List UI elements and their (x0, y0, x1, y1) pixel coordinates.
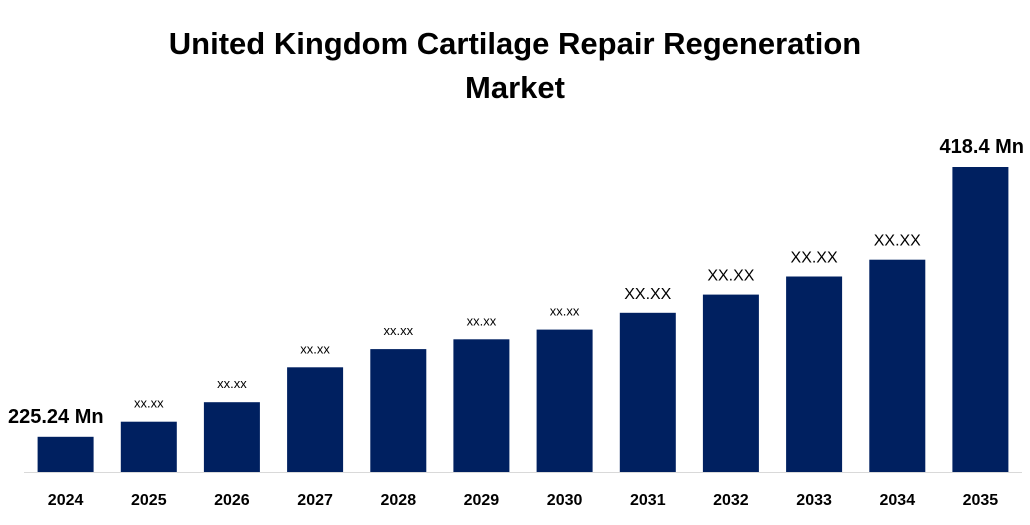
chart-title-line-1: United Kingdom Cartilage Repair Regenera… (168, 26, 862, 61)
bar-2026 (203, 402, 260, 472)
chart-title-line-2: Market (465, 70, 565, 105)
x-tick-label-2025: 2025 (131, 492, 167, 509)
data-label-2027: xx.xx (300, 341, 330, 356)
x-tick-label-2033: 2033 (796, 492, 832, 509)
bar-2030 (536, 329, 593, 472)
chart-title: United Kingdom Cartilage Repair Regenera… (0, 22, 1030, 110)
x-tick-label-2032: 2032 (713, 492, 749, 509)
bar-2035 (952, 167, 1009, 472)
data-label-2028: xx.xx (383, 323, 413, 338)
bar-2028 (370, 349, 427, 472)
bar-2029 (453, 339, 510, 472)
bar-2033 (786, 276, 843, 472)
x-tick-label-2030: 2030 (547, 492, 583, 509)
data-label-2033: XX.XX (791, 250, 838, 267)
data-label-2035: 418.4 Mn (940, 136, 1024, 158)
x-tick-label-2029: 2029 (464, 492, 500, 509)
x-tick-labels-group: 2024 2025 2026 2027 2028 2029 2030 2031 2032 2033… (48, 492, 998, 509)
x-tick-label-2027: 2027 (297, 492, 333, 509)
data-label-2026: xx.xx (217, 376, 247, 391)
bar-2027 (287, 367, 344, 472)
x-tick-label-2035: 2035 (963, 492, 999, 509)
bar-2024 (37, 436, 94, 472)
bar-2034 (869, 259, 926, 472)
data-label-2031: XX.XX (624, 286, 671, 303)
x-tick-label-2031: 2031 (630, 492, 666, 509)
data-label-2029: xx.xx (467, 313, 497, 328)
data-label-2024: 225.24 Mn (8, 406, 104, 428)
x-tick-label-2024: 2024 (48, 492, 84, 509)
bar-2032 (702, 294, 759, 472)
bar-2025 (120, 421, 177, 472)
bars-group (37, 167, 1009, 472)
bar-2031 (619, 312, 676, 472)
data-label-2034: XX.XX (874, 233, 921, 250)
x-tick-label-2026: 2026 (214, 492, 250, 509)
data-label-2030: xx.xx (550, 304, 580, 319)
x-tick-label-2034: 2034 (880, 492, 916, 509)
data-label-2025: xx.xx (134, 396, 164, 411)
data-label-2032: XX.XX (707, 268, 754, 285)
data-labels-group: 225.24 Mn xx.xx xx.xx xx.xx xx.xx xx.xx xx.xx X… (8, 136, 1024, 428)
x-tick-label-2028: 2028 (381, 492, 417, 509)
